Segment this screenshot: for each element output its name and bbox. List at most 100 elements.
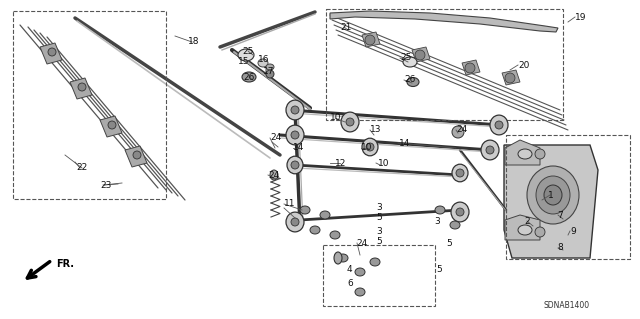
Ellipse shape: [465, 63, 475, 73]
Ellipse shape: [407, 78, 419, 86]
Text: 26: 26: [243, 72, 254, 81]
Text: 2: 2: [524, 217, 530, 226]
Ellipse shape: [320, 211, 330, 219]
Text: 25: 25: [400, 54, 412, 63]
Text: 5: 5: [376, 213, 381, 222]
Text: 18: 18: [188, 38, 200, 47]
Ellipse shape: [451, 202, 469, 222]
Polygon shape: [125, 146, 147, 167]
Ellipse shape: [495, 121, 503, 129]
Polygon shape: [362, 32, 380, 47]
Polygon shape: [504, 145, 598, 258]
Text: 15: 15: [238, 57, 250, 66]
Ellipse shape: [505, 73, 515, 83]
Ellipse shape: [355, 268, 365, 276]
Ellipse shape: [291, 218, 299, 226]
Polygon shape: [412, 47, 430, 62]
Bar: [506, 135, 630, 259]
Ellipse shape: [486, 146, 494, 154]
Ellipse shape: [535, 149, 545, 159]
Text: 26: 26: [404, 76, 415, 85]
Text: 7: 7: [557, 211, 563, 219]
Ellipse shape: [341, 112, 359, 132]
Ellipse shape: [48, 48, 56, 56]
Text: 24: 24: [356, 239, 367, 248]
Polygon shape: [70, 78, 92, 99]
Text: 12: 12: [335, 159, 346, 167]
Ellipse shape: [536, 176, 570, 214]
Text: 14: 14: [399, 138, 410, 147]
Text: 14: 14: [293, 144, 305, 152]
Ellipse shape: [544, 185, 562, 205]
Text: 10: 10: [378, 159, 390, 167]
Text: 5: 5: [376, 238, 381, 247]
Ellipse shape: [338, 254, 348, 262]
Ellipse shape: [370, 258, 380, 266]
Ellipse shape: [108, 121, 116, 129]
Polygon shape: [462, 60, 480, 75]
Text: 19: 19: [575, 12, 586, 21]
Text: 25: 25: [242, 47, 253, 56]
Text: 24: 24: [268, 170, 279, 180]
Text: 4: 4: [347, 265, 353, 275]
Ellipse shape: [286, 212, 304, 232]
Ellipse shape: [238, 49, 254, 61]
Text: 21: 21: [340, 23, 351, 32]
Ellipse shape: [355, 288, 365, 296]
Ellipse shape: [242, 72, 256, 82]
Ellipse shape: [403, 57, 417, 67]
Ellipse shape: [435, 206, 445, 214]
Ellipse shape: [266, 64, 274, 70]
Ellipse shape: [291, 161, 299, 169]
Ellipse shape: [362, 138, 378, 156]
Ellipse shape: [258, 59, 268, 67]
Text: 23: 23: [100, 181, 111, 189]
Bar: [326, 9, 563, 120]
Ellipse shape: [291, 131, 299, 139]
Ellipse shape: [286, 100, 304, 120]
Polygon shape: [505, 140, 540, 165]
Text: 10: 10: [330, 114, 342, 122]
Text: 22: 22: [76, 164, 87, 173]
Ellipse shape: [481, 140, 499, 160]
Polygon shape: [100, 116, 122, 137]
Ellipse shape: [450, 221, 460, 229]
Ellipse shape: [452, 126, 464, 138]
Text: SDNAB1400: SDNAB1400: [543, 301, 589, 310]
Ellipse shape: [535, 227, 545, 237]
Bar: [13, 11, 166, 199]
Ellipse shape: [415, 50, 425, 60]
Ellipse shape: [456, 208, 464, 216]
Text: 3: 3: [376, 204, 381, 212]
Text: 3: 3: [434, 218, 440, 226]
Text: 8: 8: [557, 243, 563, 253]
Ellipse shape: [527, 166, 579, 224]
Text: 13: 13: [370, 125, 381, 135]
Text: 20: 20: [518, 61, 529, 70]
Ellipse shape: [133, 151, 141, 159]
Ellipse shape: [310, 226, 320, 234]
Text: 24: 24: [270, 133, 281, 143]
Ellipse shape: [266, 70, 274, 78]
Text: FR.: FR.: [56, 259, 74, 269]
Text: 16: 16: [258, 56, 269, 64]
Ellipse shape: [334, 252, 342, 264]
Text: 9: 9: [570, 226, 576, 235]
Ellipse shape: [287, 156, 303, 174]
Ellipse shape: [346, 118, 354, 126]
Text: 24: 24: [456, 125, 467, 135]
Text: 10: 10: [361, 144, 372, 152]
Ellipse shape: [366, 143, 374, 151]
Ellipse shape: [490, 115, 508, 135]
Text: 5: 5: [446, 239, 452, 248]
Polygon shape: [505, 215, 540, 240]
Polygon shape: [330, 11, 558, 32]
Ellipse shape: [330, 231, 340, 239]
Ellipse shape: [270, 170, 278, 180]
Ellipse shape: [365, 35, 375, 45]
Ellipse shape: [300, 206, 310, 214]
Ellipse shape: [452, 164, 468, 182]
Polygon shape: [502, 70, 520, 85]
Text: 17: 17: [263, 68, 275, 77]
Bar: [323, 245, 435, 306]
